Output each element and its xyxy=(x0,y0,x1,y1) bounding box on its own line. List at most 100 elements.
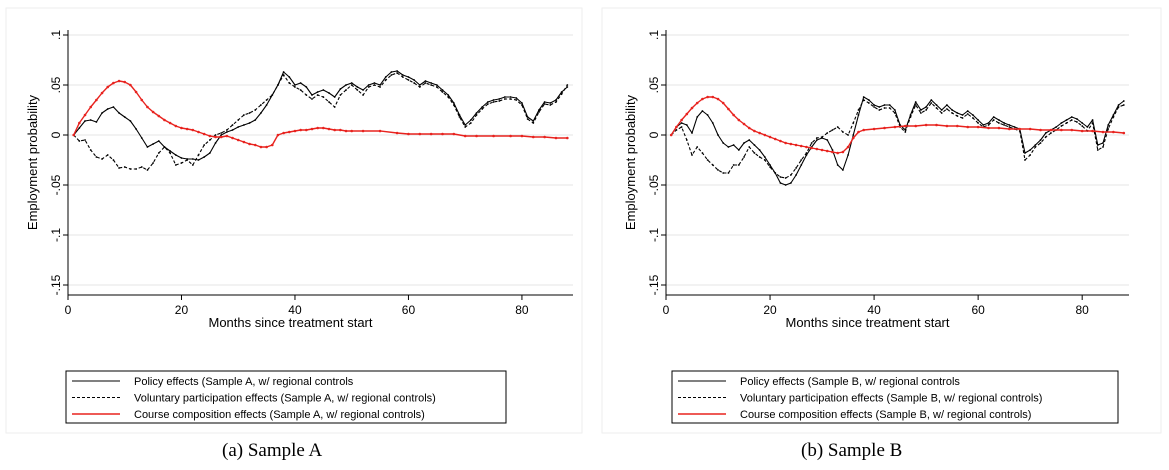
data-point xyxy=(1112,116,1115,118)
data-point xyxy=(293,129,297,133)
data-point xyxy=(795,174,797,176)
data-point xyxy=(883,126,886,130)
caption-b: (b) Sample B xyxy=(801,440,903,461)
data-point xyxy=(914,104,917,106)
data-point xyxy=(277,84,279,86)
data-point xyxy=(430,82,433,84)
data-point xyxy=(669,133,673,137)
data-point xyxy=(966,113,969,115)
data-point xyxy=(1003,124,1006,126)
data-point xyxy=(208,139,211,141)
data-point xyxy=(779,176,782,178)
data-point xyxy=(992,119,995,121)
data-point xyxy=(84,139,86,141)
data-point xyxy=(675,129,678,131)
data-point xyxy=(146,169,149,171)
data-point xyxy=(294,84,296,86)
data-point xyxy=(992,116,995,118)
data-point xyxy=(356,86,359,88)
data-point xyxy=(452,102,455,104)
data-point xyxy=(316,91,319,93)
data-point xyxy=(333,106,336,108)
data-point xyxy=(350,84,353,86)
data-point xyxy=(362,94,364,96)
data-point xyxy=(737,149,740,151)
data-point xyxy=(1091,129,1094,133)
data-point xyxy=(282,71,285,73)
data-point xyxy=(987,124,990,126)
series-line-0 xyxy=(73,70,568,161)
data-point xyxy=(276,133,280,137)
data-point xyxy=(998,122,1000,124)
data-point xyxy=(1070,116,1073,118)
y-tick-label: .1 xyxy=(647,30,661,40)
data-point xyxy=(800,164,803,166)
data-point xyxy=(345,89,347,91)
data-point xyxy=(390,71,393,73)
data-point xyxy=(1102,142,1104,144)
data-point xyxy=(129,168,132,170)
x-tick-label: 60 xyxy=(402,303,416,317)
data-point xyxy=(106,154,109,156)
data-point xyxy=(180,162,183,164)
data-point xyxy=(841,150,845,154)
data-point xyxy=(784,177,787,179)
data-point xyxy=(711,164,714,166)
data-point xyxy=(322,89,325,91)
panel-a: -.15 -.1 -.05 0 .05 .1 0 20 40 60 80 Months since t… xyxy=(5,7,583,461)
series-line-1 xyxy=(73,72,568,171)
data-point xyxy=(940,109,943,111)
data-point xyxy=(795,167,797,169)
data-point xyxy=(1044,132,1047,134)
data-point xyxy=(904,124,907,128)
data-point xyxy=(520,134,524,138)
data-point xyxy=(701,152,704,154)
data-point xyxy=(862,99,865,101)
data-point xyxy=(966,125,970,129)
data-point xyxy=(492,99,495,101)
data-point xyxy=(180,126,183,130)
data-point xyxy=(815,139,818,141)
data-point xyxy=(935,123,938,127)
data-point xyxy=(424,82,427,84)
data-point xyxy=(925,109,928,111)
data-point xyxy=(841,131,844,133)
data-point xyxy=(1049,128,1053,132)
data-point xyxy=(784,184,787,186)
data-point xyxy=(794,143,798,147)
data-point xyxy=(924,123,928,127)
data-point xyxy=(1112,114,1115,116)
data-point xyxy=(966,110,969,112)
data-point xyxy=(129,120,132,122)
y-tick-label: -.1 xyxy=(49,228,63,242)
y-tick-label: .05 xyxy=(647,76,661,93)
data-point xyxy=(333,96,336,98)
data-point xyxy=(732,164,735,166)
data-point xyxy=(1081,125,1084,127)
data-point xyxy=(203,144,206,146)
y-tick-label: -.05 xyxy=(647,174,661,195)
data-point xyxy=(492,101,495,103)
data-point xyxy=(327,127,331,131)
data-point xyxy=(893,109,896,111)
data-point xyxy=(872,127,876,131)
data-point xyxy=(1096,149,1099,151)
data-point xyxy=(248,122,251,124)
data-point xyxy=(140,166,143,168)
data-point xyxy=(748,146,751,148)
data-point xyxy=(566,136,569,140)
data-point xyxy=(220,134,223,136)
data-point xyxy=(214,142,217,144)
data-point xyxy=(680,122,683,124)
data-point xyxy=(1060,122,1063,124)
data-point xyxy=(447,94,450,96)
legend-label-2: Course composition effects (Sample B, w/… xyxy=(740,409,1031,421)
data-point xyxy=(89,149,92,151)
data-point xyxy=(951,112,954,114)
data-point xyxy=(836,126,839,128)
data-point xyxy=(287,130,291,134)
data-point xyxy=(469,119,472,121)
data-point xyxy=(350,129,354,133)
data-point xyxy=(328,101,330,103)
data-point xyxy=(961,114,964,116)
